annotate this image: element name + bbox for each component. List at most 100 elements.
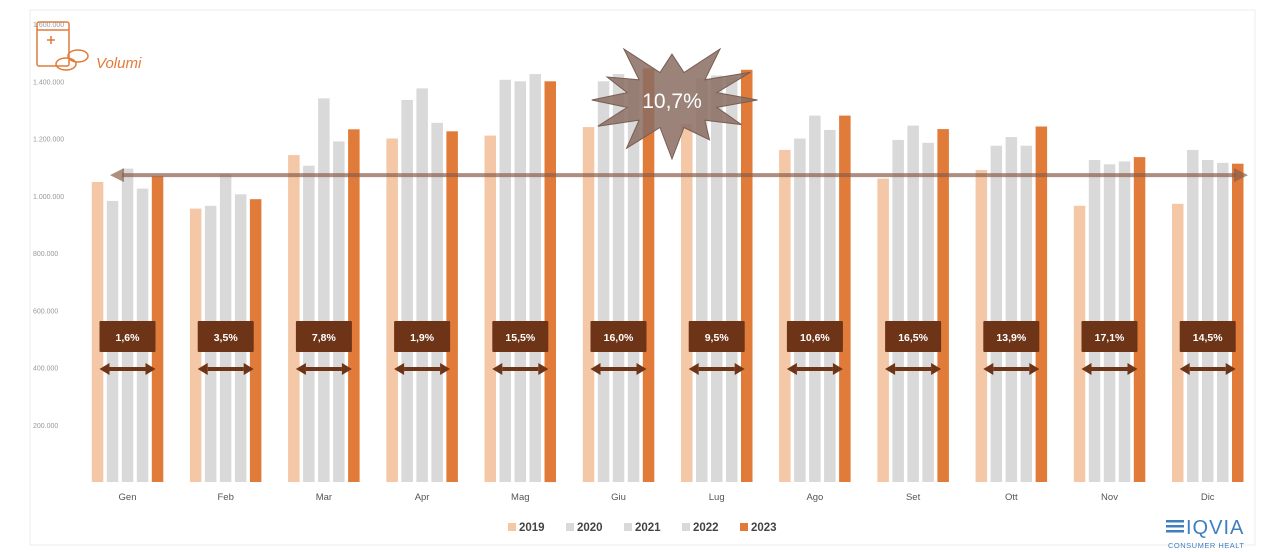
growth-label: 10,6% <box>800 332 830 344</box>
bar-2022-lug <box>726 77 738 482</box>
x-tick-label: Ott <box>1005 492 1018 503</box>
growth-arrow-left <box>197 363 208 375</box>
y-axis: 200.000 400.000 600.000 800.000 1.000.000 1.2… <box>33 22 64 430</box>
bar-2020-dic <box>1187 149 1199 482</box>
brand-subtitle: CONSUMER HEALT <box>1168 541 1244 550</box>
bar-2020-set <box>892 139 904 482</box>
bar-2023-ott <box>1035 126 1048 482</box>
growth-arrow-left <box>983 363 994 375</box>
callout-value: 10,7% <box>642 90 702 113</box>
growth-badge-dic <box>1179 321 1236 352</box>
growth-arrow-left <box>786 363 797 375</box>
growth-badge-ago <box>786 321 843 352</box>
y-tick-label: 1.000.000 <box>33 194 64 201</box>
growth-arrow-left <box>885 363 896 375</box>
bar-2019-gen <box>91 182 104 482</box>
bar-2022-giu <box>627 79 640 483</box>
bar-2021-set <box>907 125 919 482</box>
growth-badges: 1,6% 3,5% 7,8% 1,9% 15,5% 16,0% 9,5% 10,6% 16,5%… <box>99 321 1236 375</box>
bar-2019-giu <box>582 127 595 482</box>
bar-2020-ago <box>794 138 806 482</box>
x-tick-label: Gen <box>119 492 137 503</box>
x-tick-label: Nov <box>1101 492 1118 503</box>
growth-label: 14,5% <box>1193 332 1223 344</box>
legend-swatch-2023 <box>740 523 748 531</box>
growth-badge-gen <box>99 321 156 352</box>
bar-2023-mag <box>544 81 556 483</box>
growth-arrow-left <box>492 363 503 375</box>
bar-2021-mag <box>514 81 526 483</box>
legend-swatch-2021 <box>624 523 632 531</box>
growth-arrow-right <box>1127 363 1138 375</box>
legend-swatch-2022 <box>682 523 690 531</box>
growth-badge-lug <box>688 321 745 352</box>
bar-2021-apr <box>416 88 428 483</box>
y-tick-label: 200.000 <box>33 423 58 430</box>
bar-2019-apr <box>386 138 398 482</box>
bar-2021-ago <box>809 115 821 482</box>
average-arrow-left <box>110 168 124 183</box>
bar-2023-mar <box>348 129 360 483</box>
legend-label: 2022 <box>693 522 719 534</box>
chart-frame <box>29 9 1256 546</box>
growth-arrow-right <box>832 363 843 375</box>
growth-arrow-left <box>1179 363 1190 375</box>
bar-2020-ott <box>990 145 1003 482</box>
bar-2019-mag <box>484 135 496 482</box>
x-tick-label: Ago <box>806 492 823 503</box>
legend-label: 2023 <box>751 522 777 534</box>
bar-2020-giu <box>597 81 610 483</box>
growth-badge-giu <box>590 321 647 352</box>
bar-2023-lug <box>741 69 753 483</box>
growth-arrow-left <box>394 363 405 375</box>
growth-arrow-right <box>931 363 942 375</box>
growth-badge-ott <box>983 321 1040 352</box>
growth-label: 13,9% <box>996 332 1026 344</box>
bar-2019-set <box>877 178 889 482</box>
growth-arrow-left <box>99 363 110 375</box>
average-arrow <box>110 168 1248 183</box>
logo-mark-icon <box>1166 520 1184 533</box>
bar-2019-ago <box>779 149 791 482</box>
bar-2019-ott <box>975 170 988 482</box>
bar-2022-mag <box>529 74 541 482</box>
growth-badge-feb <box>197 321 254 352</box>
bar-2021-mar <box>318 98 330 483</box>
bar-2019-mar <box>288 155 300 482</box>
legend-swatch-2020 <box>566 523 574 531</box>
legend-label: 2021 <box>635 522 661 534</box>
growth-arrow-left <box>688 363 699 375</box>
bar-2021-giu <box>612 74 625 482</box>
y-tick-label: 600.000 <box>33 308 58 315</box>
growth-badge-apr <box>394 321 451 352</box>
growth-label: 3,5% <box>214 332 239 344</box>
growth-arrow-left <box>1081 363 1092 375</box>
average-arrow-right <box>1234 168 1248 183</box>
bar-2023-ago <box>839 115 851 482</box>
bar-2020-apr <box>401 99 413 483</box>
x-tick-label: Mar <box>316 492 332 503</box>
y-tick-label: 1.200.000 <box>33 137 64 144</box>
bar-2022-ott <box>1020 145 1033 482</box>
bar-2019-feb <box>189 208 202 482</box>
pill-box-icon <box>36 21 89 71</box>
chart-title: Volumi <box>96 55 142 72</box>
bar-2019-lug <box>681 124 693 482</box>
bar-2022-apr <box>431 122 443 483</box>
bar-2019-nov <box>1073 205 1086 483</box>
bar-2023-apr <box>446 131 458 483</box>
x-tick-label: Feb <box>218 492 234 503</box>
growth-arrow-left <box>295 363 306 375</box>
legend: 2019 2020 2021 2022 2023 <box>508 522 777 534</box>
brand-name: IQVIA <box>1186 517 1244 539</box>
x-tick-label: Apr <box>415 492 430 503</box>
bar-2020-mag <box>499 79 511 483</box>
bar-2023-set <box>937 129 949 482</box>
x-tick-label: Giu <box>611 492 626 503</box>
x-tick-label: Set <box>906 492 921 503</box>
bar-2021-lug <box>711 75 723 482</box>
growth-arrow-right <box>1225 363 1236 375</box>
x-tick-label: Mag <box>511 492 529 503</box>
iqvia-logo: IQVIA CONSUMER HEALT <box>1166 517 1244 550</box>
growth-arrow-right <box>1029 363 1040 375</box>
